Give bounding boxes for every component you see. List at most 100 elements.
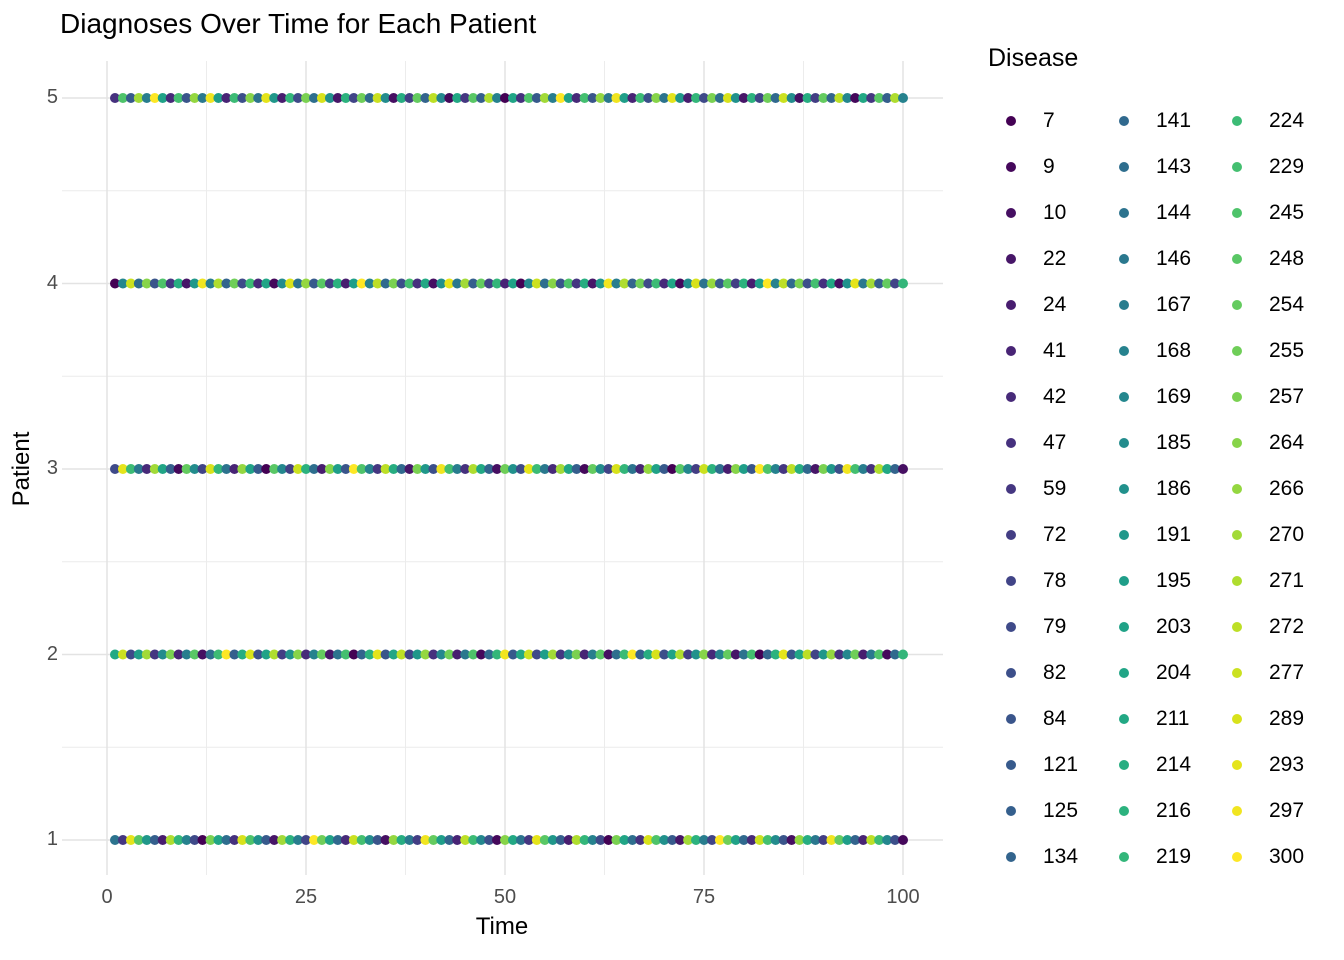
legend-item: 186	[1119, 477, 1232, 501]
legend-item-label: 185	[1156, 431, 1192, 454]
legend-item: 167	[1119, 293, 1232, 317]
legend-item-label: 125	[1043, 799, 1079, 822]
legend-item: 211	[1119, 707, 1232, 731]
legend-item: 270	[1232, 523, 1344, 547]
legend-item-label: 143	[1156, 155, 1192, 178]
legend-item: 214	[1119, 753, 1232, 777]
legend-item-label: 257	[1269, 385, 1305, 408]
legend-item: 134	[1006, 845, 1119, 869]
legend-swatch-icon	[1006, 622, 1016, 632]
legend-swatch-icon	[1006, 346, 1016, 356]
legend-item-label: 169	[1156, 385, 1192, 408]
legend-item-label: 255	[1269, 339, 1305, 362]
x-tick-label: 0	[101, 886, 113, 908]
legend-swatch-icon	[1006, 530, 1016, 540]
legend-item: 42	[1006, 385, 1119, 409]
legend-item-label: 293	[1269, 753, 1305, 776]
legend-swatch-icon	[1232, 116, 1242, 126]
legend-item: 216	[1119, 799, 1232, 823]
x-tick-label: 25	[294, 886, 318, 908]
legend-swatch-icon	[1119, 208, 1129, 218]
legend-item: 24	[1006, 293, 1119, 317]
legend-swatch-icon	[1006, 208, 1016, 218]
legend-item-label: 297	[1269, 799, 1305, 822]
x-axis-title: Time	[475, 913, 529, 940]
legend-item-label: 245	[1269, 201, 1305, 224]
legend-item: 84	[1006, 707, 1119, 731]
legend-item-label: 22	[1043, 247, 1067, 270]
legend-item-label: 266	[1269, 477, 1305, 500]
legend-item: 146	[1119, 247, 1232, 271]
legend-swatch-icon	[1232, 392, 1242, 402]
legend-item-label: 42	[1043, 385, 1067, 408]
y-tick-label: 2	[46, 642, 58, 665]
legend-swatch-icon	[1232, 760, 1242, 770]
legend-item-label: 10	[1043, 201, 1067, 224]
legend-items: 7 9 10 22 24 41 42 47 59 72 78 79 82 84 121 125 134 141 14…	[1006, 98, 1344, 880]
legend-item: 264	[1232, 431, 1344, 455]
legend-swatch-icon	[1006, 438, 1016, 448]
legend-item-label: 41	[1043, 339, 1067, 362]
legend-swatch-icon	[1006, 852, 1016, 862]
legend-item: 168	[1119, 339, 1232, 363]
legend-item: 10	[1006, 201, 1119, 225]
legend-swatch-icon	[1119, 576, 1129, 586]
legend-swatch-icon	[1232, 622, 1242, 632]
y-tick-label: 3	[46, 457, 58, 479]
legend-item-label: 168	[1156, 339, 1192, 362]
legend-item-label: 82	[1043, 661, 1067, 684]
legend-item-label: 219	[1156, 845, 1192, 868]
legend-item-label: 270	[1269, 523, 1305, 546]
legend-item-label: 289	[1269, 707, 1305, 730]
legend-swatch-icon	[1232, 668, 1242, 678]
x-tick-label: 75	[692, 886, 716, 908]
legend-item: 78	[1006, 569, 1119, 593]
legend-swatch-icon	[1119, 852, 1129, 862]
legend-item-label: 248	[1269, 247, 1305, 270]
legend-swatch-icon	[1119, 760, 1129, 770]
legend-swatch-icon	[1119, 116, 1129, 126]
legend-item: 245	[1232, 201, 1344, 225]
legend-swatch-icon	[1119, 392, 1129, 402]
legend-item-label: 191	[1156, 523, 1192, 546]
legend-item: 22	[1006, 247, 1119, 271]
legend-item: 125	[1006, 799, 1119, 823]
legend-item-label: 59	[1043, 477, 1067, 500]
legend-item-label: 224	[1269, 109, 1305, 132]
legend-item: 72	[1006, 523, 1119, 547]
legend-item-label: 264	[1269, 431, 1305, 454]
legend-item: 293	[1232, 753, 1344, 777]
legend-item: 224	[1232, 109, 1344, 133]
legend-item-label: 195	[1156, 569, 1192, 592]
legend-item-label: 214	[1156, 753, 1192, 776]
legend-swatch-icon	[1119, 484, 1129, 494]
legend-item: 204	[1119, 661, 1232, 685]
legend-item: 9	[1006, 155, 1119, 179]
legend-item: 59	[1006, 477, 1119, 501]
legend-item: 143	[1119, 155, 1232, 179]
legend-swatch-icon	[1006, 300, 1016, 310]
legend-item: 169	[1119, 385, 1232, 409]
legend-item: 300	[1232, 845, 1344, 869]
legend-item: 277	[1232, 661, 1344, 685]
chart-title: Diagnoses Over Time for Each Patient	[60, 8, 537, 39]
legend-swatch-icon	[1119, 530, 1129, 540]
legend-item-label: 229	[1269, 155, 1305, 178]
legend-swatch-icon	[1119, 300, 1129, 310]
legend-item: 41	[1006, 339, 1119, 363]
legend-swatch-icon	[1119, 346, 1129, 356]
legend-swatch-icon	[1232, 162, 1242, 172]
legend-item-label: 47	[1043, 431, 1067, 454]
legend-swatch-icon	[1006, 714, 1016, 724]
legend-item: 254	[1232, 293, 1344, 317]
legend-swatch-icon	[1232, 208, 1242, 218]
legend-swatch-icon	[1232, 576, 1242, 586]
legend-swatch-icon	[1006, 254, 1016, 264]
legend-swatch-icon	[1006, 162, 1016, 172]
legend-swatch-icon	[1119, 622, 1129, 632]
legend-swatch-icon	[1119, 438, 1129, 448]
x-tick-label: 100	[886, 886, 920, 908]
y-tick-label: 4	[46, 271, 58, 294]
